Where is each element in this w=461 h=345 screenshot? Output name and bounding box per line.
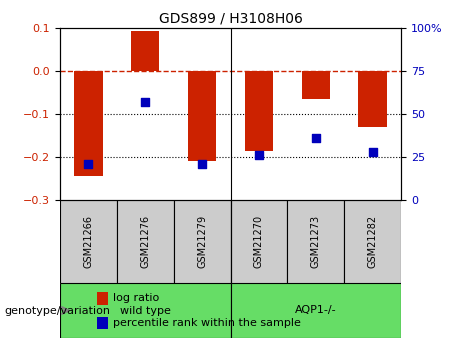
Bar — [60, 283, 230, 338]
Point — [198, 161, 206, 167]
Text: GSM21273: GSM21273 — [311, 215, 321, 268]
Text: percentile rank within the sample: percentile rank within the sample — [113, 318, 301, 328]
Bar — [358, 71, 387, 127]
Point — [142, 99, 149, 105]
Point — [85, 161, 92, 167]
Text: AQP1-/-: AQP1-/- — [295, 306, 337, 315]
Bar — [60, 200, 117, 283]
Point — [312, 135, 319, 141]
Bar — [301, 71, 330, 99]
Text: GSM21266: GSM21266 — [83, 215, 94, 268]
Text: GSM21270: GSM21270 — [254, 215, 264, 268]
Text: GSM21282: GSM21282 — [367, 215, 378, 268]
Bar — [131, 31, 160, 71]
Text: wild type: wild type — [120, 306, 171, 315]
Point — [369, 149, 376, 155]
Text: log ratio: log ratio — [113, 294, 159, 303]
Bar — [174, 200, 230, 283]
Title: GDS899 / H3108H06: GDS899 / H3108H06 — [159, 11, 302, 25]
Bar — [287, 200, 344, 283]
Bar — [230, 200, 287, 283]
Text: GSM21276: GSM21276 — [140, 215, 150, 268]
Bar — [344, 200, 401, 283]
Text: GSM21279: GSM21279 — [197, 215, 207, 268]
Bar — [245, 71, 273, 150]
Point — [255, 152, 263, 158]
Bar — [97, 292, 108, 305]
Bar — [188, 71, 216, 161]
Text: genotype/variation: genotype/variation — [5, 306, 111, 315]
Bar — [74, 71, 102, 176]
Bar — [230, 283, 401, 338]
Bar — [97, 317, 108, 329]
Bar — [117, 200, 174, 283]
